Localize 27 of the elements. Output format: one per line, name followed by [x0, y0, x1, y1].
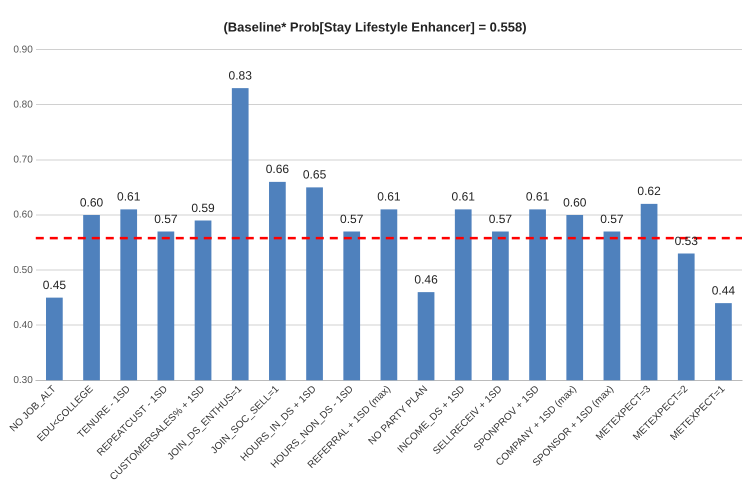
- data-label: 0.61: [526, 190, 550, 204]
- data-label: 0.59: [191, 200, 216, 215]
- data-label: 0.65: [302, 168, 327, 182]
- data-label: 0.62: [637, 184, 662, 198]
- y-tick-label: 0.70: [13, 154, 34, 166]
- y-tick-label: 0.40: [13, 320, 34, 331]
- y-tick-label: 0.80: [13, 99, 34, 110]
- data-label: 0.46: [414, 272, 438, 286]
- data-label: 0.61: [377, 190, 401, 204]
- y-tick-label: 0.50: [13, 264, 34, 276]
- data-label: 0.66: [266, 162, 290, 176]
- data-label: 0.57: [340, 212, 364, 226]
- y-tick-label: 0.30: [13, 375, 34, 386]
- data-label: 0.57: [600, 212, 624, 226]
- data-label: 0.60: [563, 195, 587, 210]
- data-label: 0.57: [488, 212, 512, 226]
- y-tick-label: 0.60: [13, 210, 34, 221]
- data-label: 0.61: [452, 190, 476, 204]
- data-label: 0.45: [42, 278, 66, 292]
- data-label: 0.83: [228, 68, 252, 82]
- data-label: 0.57: [154, 212, 178, 226]
- data-label: 0.53: [674, 234, 698, 248]
- y-tick-label: 0.90: [13, 44, 34, 56]
- data-label: 0.60: [80, 195, 104, 210]
- data-label: 0.44: [712, 283, 736, 298]
- chart-title: (Baseline* Prob[Stay Lifestyle Enhancer] = 0.558): [223, 19, 527, 34]
- data-label: 0.61: [117, 190, 141, 204]
